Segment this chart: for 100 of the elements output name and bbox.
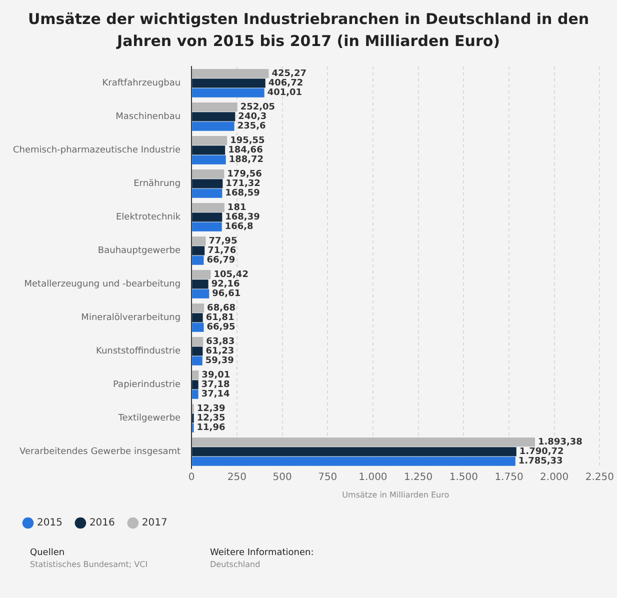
bar <box>192 102 238 112</box>
data-label: 1.785,33 <box>518 456 563 467</box>
data-label: 401,01 <box>267 88 302 98</box>
data-label: 66,95 <box>206 322 236 333</box>
bar <box>192 179 223 188</box>
data-label: 12,39 <box>196 404 226 414</box>
bar <box>192 246 205 256</box>
bar <box>192 188 222 198</box>
x-tick-label: 2.250 <box>585 472 614 483</box>
x-tick-label: 1.000 <box>358 472 388 483</box>
y-tick-label: Mineralölverarbeitung <box>81 312 181 323</box>
x-tick-label: 1.250 <box>404 472 433 483</box>
y-tick-label: Kraftfahrzeugbau <box>102 78 181 88</box>
data-label: 71,76 <box>208 246 236 256</box>
bar <box>192 336 204 346</box>
data-label: 77,95 <box>208 236 238 246</box>
data-label: 168,59 <box>225 188 260 199</box>
data-label: 179,56 <box>227 169 262 180</box>
bar <box>192 313 203 322</box>
bar <box>192 437 536 447</box>
data-label: 406,72 <box>268 78 304 88</box>
bar <box>192 370 199 380</box>
legend-label: 2016 <box>89 518 115 529</box>
data-label: 92,16 <box>211 279 240 290</box>
data-label: 240,3 <box>238 112 267 122</box>
data-label: 252,05 <box>240 102 276 112</box>
data-label: 168,39 <box>225 212 260 222</box>
data-label: 63,83 <box>206 336 235 347</box>
bar <box>192 68 269 78</box>
data-label: 68,68 <box>207 303 236 314</box>
data-label: 1.893,38 <box>538 437 582 448</box>
bar <box>192 146 226 155</box>
bar <box>192 169 224 179</box>
data-label: 61,23 <box>206 346 234 356</box>
data-label: 105,42 <box>214 270 248 280</box>
bar <box>192 303 204 313</box>
x-tick-label: 0 <box>188 472 195 483</box>
data-label: 181 <box>227 202 246 213</box>
bar <box>192 322 204 332</box>
bar <box>192 136 228 146</box>
x-tick-label: 1.750 <box>494 472 524 483</box>
y-tick-label: Ernährung <box>134 178 181 189</box>
bar <box>192 346 203 356</box>
data-label: 37,18 <box>201 380 230 390</box>
data-label: 166,8 <box>224 222 254 232</box>
bar <box>192 222 222 232</box>
y-tick-label: Papierindustrie <box>113 380 182 390</box>
x-tick-label: 2.000 <box>540 472 569 483</box>
bar <box>192 280 208 289</box>
legend-label: 2015 <box>37 518 62 529</box>
bar <box>192 256 204 265</box>
x-tick-label: 500 <box>272 472 292 483</box>
x-axis-title: Umsätze in Milliarden Euro <box>342 490 450 500</box>
data-label: 59,39 <box>205 356 234 366</box>
data-label: 184,66 <box>228 145 263 156</box>
bar <box>192 456 516 466</box>
bar <box>192 112 236 122</box>
y-tick-label: Elektrotechnik <box>116 212 182 222</box>
bar <box>192 122 234 131</box>
y-tick-label: Textilgewerbe <box>117 413 182 424</box>
bar <box>192 380 198 390</box>
bar <box>192 356 202 366</box>
data-label: 171,32 <box>226 178 260 189</box>
chart-title: Umsätze der wichtigsten Industriebranchen in Deutschland in den Jahren von 2015 bis 2017 (in Milliarden Euro) <box>26 9 590 52</box>
data-label: 11,96 <box>196 423 226 434</box>
data-label: 66,79 <box>206 256 236 266</box>
data-label: 37,14 <box>201 390 230 400</box>
y-tick-label: Chemisch-pharmazeutische Industrie <box>12 145 182 156</box>
data-label: 39,01 <box>202 370 230 380</box>
y-tick-label: Kunststoffindustrie <box>96 346 182 356</box>
bar <box>192 270 211 280</box>
text: Deutschland <box>210 560 260 569</box>
legend-label: 2017 <box>142 518 168 529</box>
x-tick-label: 1.500 <box>449 472 478 483</box>
data-label: 195,55 <box>230 136 265 146</box>
text: Quellen <box>30 548 65 558</box>
y-tick-label: Maschinenbau <box>116 112 181 122</box>
bar <box>192 289 210 298</box>
data-label: 1.790,72 <box>519 446 564 457</box>
data-label: 235,6 <box>237 122 266 132</box>
bar <box>192 390 198 399</box>
data-label: 96,61 <box>212 289 241 300</box>
text: Weitere Informationen: <box>210 548 314 558</box>
bar <box>192 447 516 456</box>
bar <box>192 88 264 98</box>
x-tick-label: 750 <box>318 472 338 483</box>
data-label: 188,72 <box>228 155 264 166</box>
bar <box>192 155 226 164</box>
bar <box>192 78 266 88</box>
y-tick-label: Bauhauptgewerbe <box>98 246 182 256</box>
data-label: 425,27 <box>272 68 306 79</box>
bar <box>192 236 206 246</box>
x-tick-label: 250 <box>227 472 246 483</box>
bar <box>192 212 222 222</box>
data-label: 12,35 <box>196 413 226 424</box>
bar <box>192 202 224 212</box>
y-tick-label: Verarbeitendes Gewerbe insgesamt <box>19 446 182 457</box>
text: Statistisches Bundesamt; VCI <box>30 560 148 569</box>
y-tick-label: Metallerzeugung und -bearbeitung <box>24 279 181 290</box>
data-label: 61,81 <box>206 312 234 323</box>
